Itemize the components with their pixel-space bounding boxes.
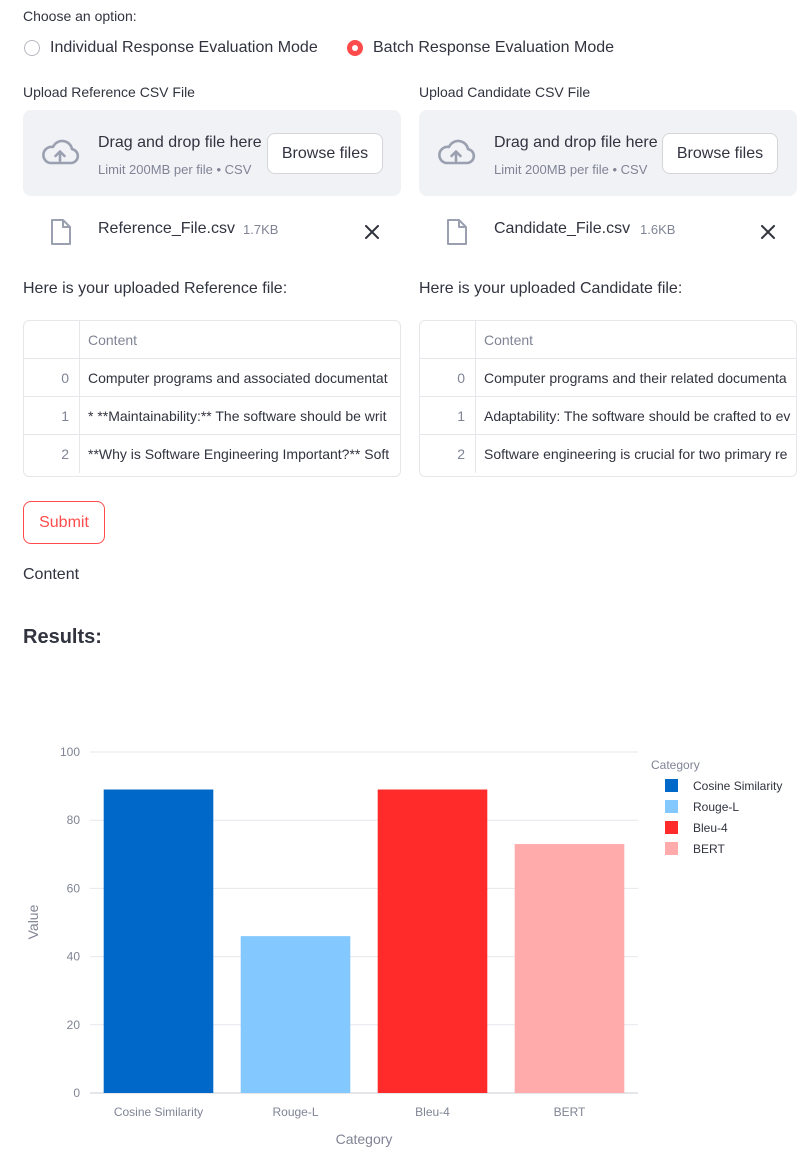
reference-file-size: 1.7KB: [243, 222, 279, 237]
file-icon: [447, 219, 467, 245]
legend-swatch[interactable]: [665, 842, 678, 855]
reference-file-name: Reference_File.csv: [98, 220, 235, 237]
legend-item-label[interactable]: Cosine Similarity: [693, 779, 782, 793]
table-row[interactable]: 1 Adaptability: The software should be c…: [420, 397, 796, 435]
candidate-browse-button[interactable]: Browse files: [662, 133, 778, 174]
candidate-drop-title: Drag and drop file here: [494, 134, 658, 151]
reference-upload-label: Upload Reference CSV File: [23, 84, 195, 100]
legend-swatch[interactable]: [665, 800, 678, 813]
table-cell[interactable]: **Why is Software Engineering Important?…: [88, 446, 390, 462]
reference-drop-title: Drag and drop file here: [98, 134, 262, 151]
row-index: 0: [24, 359, 80, 396]
candidate-file-name: Candidate_File.csv: [494, 220, 631, 237]
table-cell[interactable]: Adaptability: The software should be cra…: [484, 408, 791, 424]
content-text: Content: [23, 566, 80, 583]
y-tick-label: 40: [67, 950, 81, 964]
candidate-file-size: 1.6KB: [640, 222, 676, 237]
legend-item-label[interactable]: Bleu-4: [693, 821, 728, 835]
candidate-upload-label: Upload Candidate CSV File: [419, 84, 591, 100]
radio-batch-mode[interactable]: Batch Response Evaluation Mode: [347, 39, 614, 57]
bar-bert[interactable]: [514, 844, 625, 1093]
y-axis-label: Value: [25, 904, 41, 939]
x-axis-label: Category: [336, 1131, 393, 1147]
legend-title: Category: [651, 758, 700, 772]
bar-bleu-4[interactable]: [377, 789, 488, 1093]
x-tick-label: Cosine Similarity: [114, 1105, 203, 1119]
y-tick-label: 60: [67, 881, 81, 895]
bar-rouge-l[interactable]: [240, 936, 351, 1093]
table-cell[interactable]: Computer programs and their related docu…: [484, 370, 787, 386]
reference-drop-limit: Limit 200MB per file • CSV: [98, 162, 252, 177]
index-header: [420, 321, 476, 358]
results-heading: Results:: [23, 626, 102, 648]
legend-item-label[interactable]: Rouge-L: [693, 800, 739, 814]
table-cell[interactable]: Software engineering is crucial for two …: [484, 446, 788, 462]
y-tick-label: 100: [60, 745, 80, 759]
x-tick-label: Rouge-L: [272, 1105, 318, 1119]
candidate-preview-heading: Here is your uploaded Candidate file:: [419, 280, 683, 297]
x-tick-label: BERT: [554, 1105, 586, 1119]
index-header: [24, 321, 80, 358]
table-header-row: Content: [420, 321, 796, 359]
y-tick-label: 80: [67, 813, 81, 827]
results-bar-chart[interactable]: 0 20 40 60 80 100 Cosine Similarity Rouge-L Ble…: [0, 730, 811, 1158]
y-tick-label: 0: [73, 1086, 80, 1100]
table-row[interactable]: 1 * **Maintainability:** The software sh…: [24, 397, 400, 435]
remove-reference-file-close-icon[interactable]: [365, 225, 379, 239]
row-index: 2: [420, 435, 476, 473]
row-index: 1: [420, 397, 476, 434]
mode-prompt: Choose an option:: [23, 8, 137, 24]
radio-batch-label: Batch Response Evaluation Mode: [373, 39, 615, 56]
table-header-row: Content: [24, 321, 400, 359]
reference-browse-button[interactable]: Browse files: [267, 133, 383, 174]
file-icon: [51, 219, 71, 245]
legend-swatch[interactable]: [665, 779, 678, 792]
row-index: 0: [420, 359, 476, 396]
radio-selected-icon[interactable]: [347, 40, 363, 56]
x-tick-label: Bleu-4: [415, 1105, 450, 1119]
table-row[interactable]: 0 Computer programs and their related do…: [420, 359, 796, 397]
radio-unselected-icon[interactable]: [24, 40, 40, 56]
column-header[interactable]: Content: [88, 332, 138, 348]
legend-item-label[interactable]: BERT: [693, 842, 725, 856]
column-header[interactable]: Content: [484, 332, 534, 348]
table-cell[interactable]: Computer programs and associated documen…: [88, 370, 388, 386]
cloud-upload-icon: [438, 139, 476, 165]
radio-individual-label: Individual Response Evaluation Mode: [50, 39, 318, 56]
table-row[interactable]: 2 Software engineering is crucial for tw…: [420, 435, 796, 473]
row-index: 1: [24, 397, 80, 434]
reference-dataframe[interactable]: Content 0 Computer programs and associat…: [23, 320, 401, 477]
candidate-drop-limit: Limit 200MB per file • CSV: [494, 162, 648, 177]
submit-button[interactable]: Submit: [23, 501, 105, 544]
cloud-upload-icon: [42, 139, 80, 165]
table-row[interactable]: 2 **Why is Software Engineering Importan…: [24, 435, 400, 473]
y-tick-label: 20: [67, 1018, 81, 1032]
candidate-dataframe[interactable]: Content 0 Computer programs and their re…: [419, 320, 797, 477]
legend-swatch[interactable]: [665, 821, 678, 834]
remove-candidate-file-close-icon[interactable]: [761, 225, 775, 239]
table-row[interactable]: 0 Computer programs and associated docum…: [24, 359, 400, 397]
reference-preview-heading: Here is your uploaded Reference file:: [23, 280, 288, 297]
row-index: 2: [24, 435, 80, 473]
table-cell[interactable]: * **Maintainability:** The software shou…: [88, 408, 387, 424]
radio-individual-mode[interactable]: Individual Response Evaluation Mode: [24, 39, 318, 57]
bar-cosine-similarity[interactable]: [103, 789, 214, 1093]
